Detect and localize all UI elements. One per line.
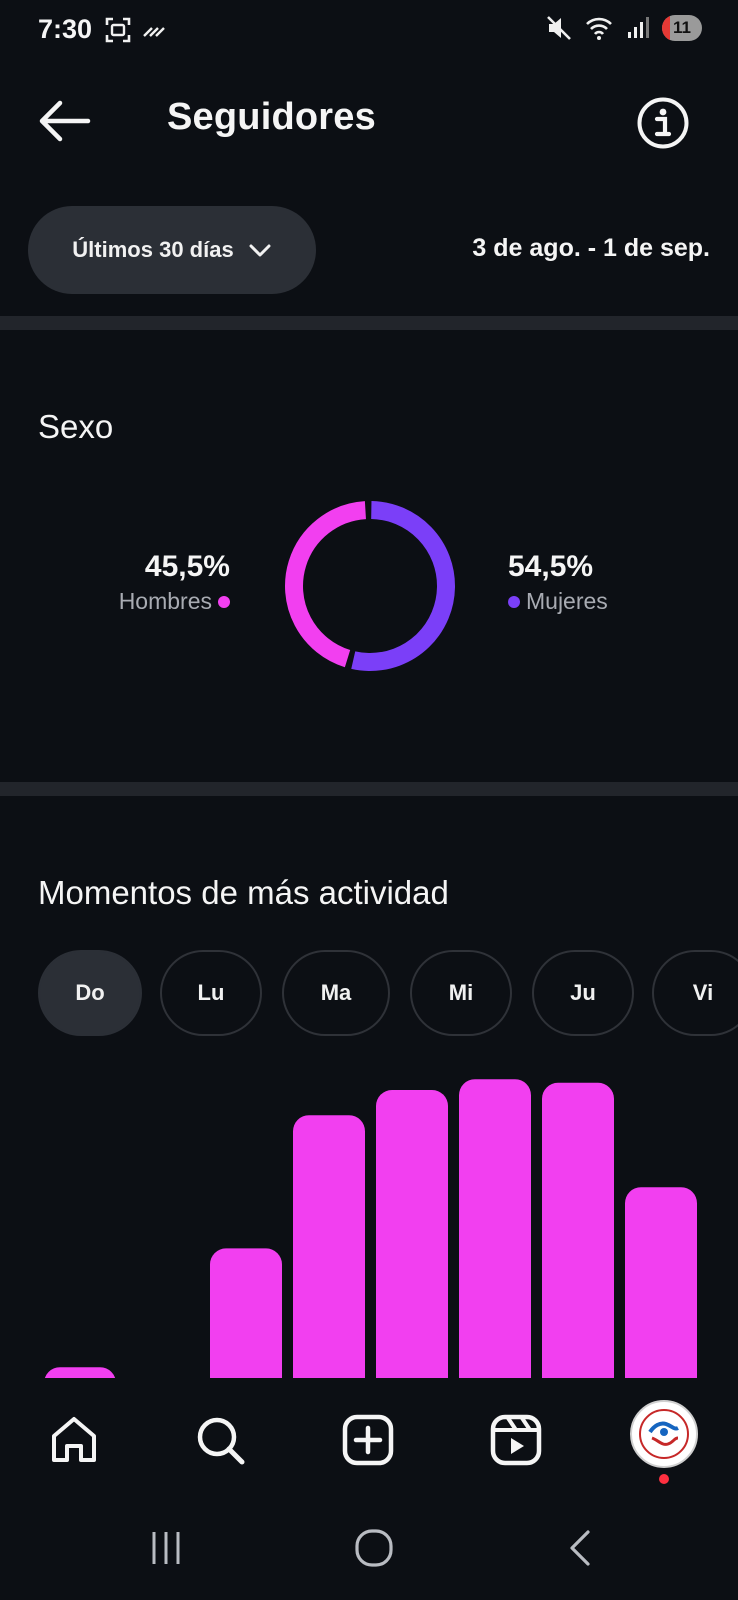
bottom-navigation: [0, 1378, 738, 1498]
tab-day-vi[interactable]: Vi: [652, 950, 738, 1036]
battery-indicator: 11: [662, 15, 702, 41]
women-legend-dot: [508, 595, 520, 608]
profile-logo-icon: [634, 1404, 694, 1464]
activity-bar-8: [625, 1187, 697, 1380]
date-range-dropdown[interactable]: Últimos 30 días: [28, 206, 316, 294]
tab-day-ma[interactable]: Ma: [282, 950, 390, 1036]
recent-apps-button[interactable]: [136, 1524, 196, 1572]
tab-day-ju[interactable]: Ju: [532, 950, 634, 1036]
section-divider: [0, 782, 738, 796]
date-range-dropdown-label: Últimos 30 días: [72, 237, 234, 262]
gender-donut-chart: [285, 501, 455, 671]
section-divider: [0, 316, 738, 330]
status-left-icons: [104, 16, 166, 44]
women-label: Mujeres: [526, 588, 608, 614]
tab-day-do[interactable]: Do: [38, 950, 142, 1036]
signal-bars-icon: [143, 27, 165, 37]
home-system-button[interactable]: [344, 1524, 404, 1572]
home-circle-icon: [355, 1529, 393, 1567]
info-icon: [637, 97, 689, 149]
men-donut-slice: [285, 501, 455, 671]
info-button[interactable]: [636, 96, 690, 150]
men-percentage: 45,5%: [144, 550, 230, 583]
screenshot-icon: [105, 17, 131, 43]
profile-notification-dot: [659, 1474, 669, 1484]
activity-bar-3: [210, 1248, 282, 1380]
nav-home-button[interactable]: [42, 1408, 106, 1472]
system-navigation-bar: [0, 1498, 738, 1600]
create-icon: [342, 1414, 394, 1466]
men-stat: 45,5% Hombres: [100, 550, 230, 615]
reels-icon: [490, 1414, 542, 1466]
chevron-left-icon: [570, 1530, 590, 1566]
men-legend-dot: [218, 595, 230, 608]
day-tabs: Do Lu Ma Mi Ju Vi: [38, 950, 738, 1036]
chevron-down-icon: [249, 244, 271, 257]
status-bar: 7:30: [0, 0, 738, 64]
women-donut-slice: [285, 501, 455, 671]
status-time: 7:30: [38, 14, 93, 44]
arrow-left-icon: [39, 100, 91, 142]
tab-day-mi[interactable]: Mi: [410, 950, 512, 1036]
nav-create-button[interactable]: [336, 1408, 400, 1472]
activity-section-title: Momentos de más actividad: [38, 874, 449, 911]
battery-level: 11: [673, 18, 691, 37]
men-legend: Hombres: [100, 588, 230, 615]
activity-bar-1: [44, 1367, 116, 1380]
date-range-text: 3 de ago. - 1 de sep.: [472, 234, 710, 262]
nav-search-button[interactable]: [188, 1408, 252, 1472]
women-legend: Mujeres: [508, 588, 648, 615]
nav-profile-avatar[interactable]: [630, 1400, 698, 1468]
activity-bar-chart: [44, 1079, 697, 1380]
activity-bar-6: [459, 1079, 531, 1380]
tab-day-lu[interactable]: Lu: [160, 950, 262, 1036]
women-percentage: 54,5%: [508, 550, 594, 583]
activity-bar-4: [293, 1115, 365, 1380]
men-label: Hombres: [118, 588, 212, 614]
page-title: Seguidores: [167, 96, 376, 138]
activity-bar-5: [376, 1090, 448, 1380]
gender-section-title: Sexo: [38, 408, 114, 445]
search-icon: [197, 1417, 245, 1465]
back-button[interactable]: [34, 96, 94, 146]
nav-reels-button[interactable]: [484, 1408, 548, 1472]
mute-icon: [547, 16, 571, 40]
wifi-icon: [586, 17, 612, 40]
women-stat: 54,5% Mujeres: [508, 550, 648, 615]
status-right-icons: 11: [546, 14, 702, 42]
home-icon: [52, 1417, 96, 1462]
activity-bar-7: [542, 1082, 614, 1380]
back-system-button[interactable]: [552, 1524, 612, 1572]
cell-signal-icon: [628, 17, 649, 38]
recent-apps-icon: [152, 1532, 180, 1564]
